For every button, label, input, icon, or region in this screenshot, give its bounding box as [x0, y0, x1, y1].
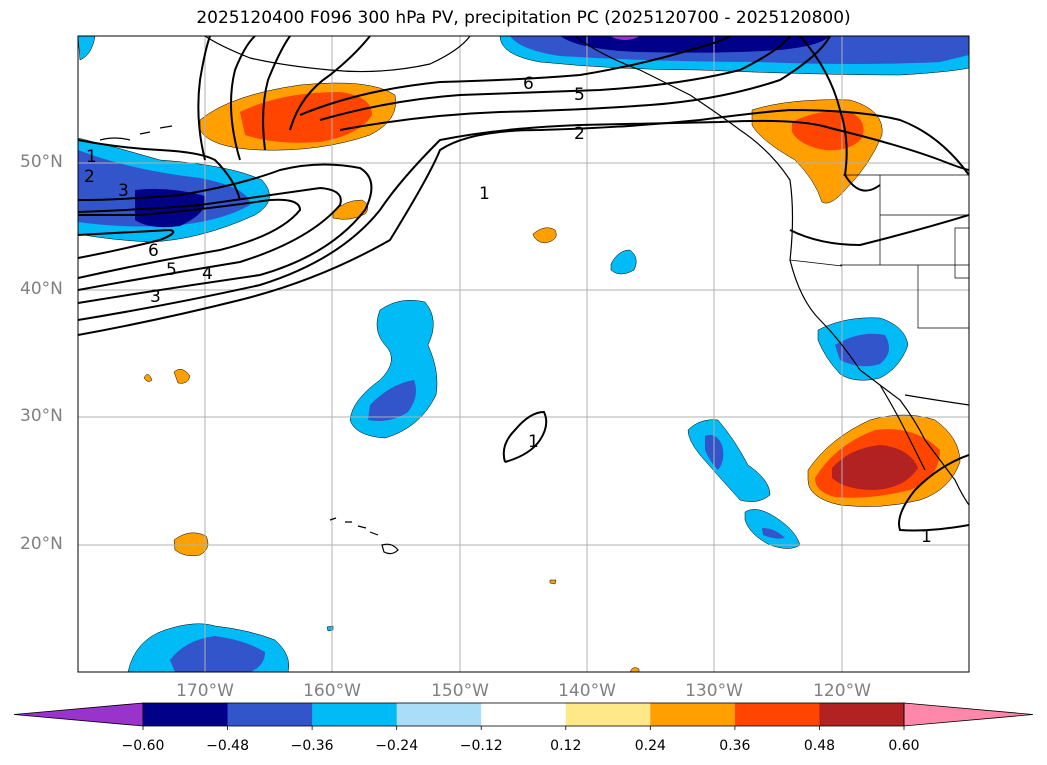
precip-small-orange-7: [629, 667, 640, 672]
colorbar-tick-label: −0.48: [206, 738, 249, 754]
precip-blue-south: [170, 636, 265, 672]
colorbar-tick-label: 0.48: [803, 738, 836, 754]
precip-blue-central: [368, 380, 416, 421]
colorbar-segment: [650, 703, 736, 726]
colorbar-segment: [312, 703, 398, 726]
figure-title: 2025120400 F096 300 hPa PV, precipitatio…: [196, 8, 851, 28]
lon-label: 170°W: [176, 681, 234, 701]
precip-fill-layer: [78, 36, 969, 672]
pv-contour-2-north: [339, 36, 831, 131]
pv-contour-1-west: [78, 139, 241, 201]
lon-label: 120°W: [813, 681, 871, 701]
colorbar-segment: [481, 703, 567, 726]
precip-blue-subtropic-2: [762, 528, 785, 539]
precip-small-orange-2: [532, 227, 557, 244]
precip-blue-socal: [835, 333, 889, 367]
pv-contour-6-west: [78, 228, 175, 259]
contour-label: 6: [523, 74, 534, 94]
pv-contour-upper-2: [230, 36, 256, 161]
colorbar-tick-label: 0.36: [719, 738, 751, 754]
aleutian-coast: [99, 125, 173, 141]
colorbar-segment: [227, 703, 313, 726]
precip-small-orange-1: [332, 199, 369, 220]
pv-contour-5: [78, 198, 302, 279]
gulf-coast: [904, 394, 969, 406]
colorbar-segment: [819, 703, 905, 726]
pv-contour-2: [78, 119, 969, 321]
pv-contour-1-east: [789, 214, 969, 247]
precip-small-orange-6: [549, 579, 557, 585]
baja-peninsula: [879, 384, 926, 471]
alaska-coast: [204, 36, 471, 73]
colorbar-tick-label: −0.36: [290, 738, 334, 754]
lat-label: 30°N: [20, 406, 63, 426]
pv-contour-upper-3: [262, 36, 291, 151]
lat-label: 20°N: [20, 534, 63, 554]
contour-label: 5: [166, 260, 177, 280]
pv-contour-1-subtropic: [502, 410, 548, 463]
graticule: [78, 36, 969, 672]
hawaii-islands: [329, 517, 399, 555]
pv-contours: [78, 36, 969, 532]
pv-contour-1-baja: [898, 454, 969, 532]
coastlines: [99, 36, 969, 555]
precip-redorange-north-pacific: [240, 92, 372, 143]
north-america-coast: [574, 36, 969, 506]
contour-label: 2: [84, 167, 95, 187]
contour-label: 3: [118, 181, 129, 201]
contour-label: 1: [921, 527, 932, 547]
pv-contour-1-main: [78, 108, 969, 336]
precip-small-orange-3: [143, 374, 153, 382]
pv-contour-6-north: [299, 36, 731, 116]
colorbar-tick-label: 0.12: [550, 738, 582, 754]
pv-contour-upper-1: [197, 36, 211, 161]
colorbar-frame: [142, 702, 905, 727]
lon-label: 130°W: [685, 681, 743, 701]
precip-purple-north: [610, 36, 640, 40]
pv-contour-4: [78, 186, 342, 291]
lon-label: 160°W: [303, 681, 361, 701]
contour-label-group: 1 2 3 6 5 4 3 1 6 5 2 1 1: [84, 74, 932, 547]
lon-label: 150°W: [431, 681, 489, 701]
political-borders: [789, 174, 969, 329]
colorbar-tick-label: −0.60: [121, 738, 165, 754]
lat-label: 50°N: [20, 152, 63, 172]
colorbar-tick-label: 0.24: [634, 738, 666, 754]
precip-navy-north: [560, 36, 830, 53]
colorbar-segment: [396, 703, 482, 726]
pv-contour-5-north: [319, 36, 791, 121]
contour-label: 3: [150, 287, 161, 307]
map-frame: [77, 35, 970, 673]
colorbar-segment: [565, 703, 651, 726]
colorbar: [13, 702, 1034, 730]
contour-label: 2: [574, 124, 585, 144]
colorbar-segment: [143, 703, 229, 726]
precip-small-orange-4: [173, 369, 191, 384]
colorbar-tick-label: −0.24: [375, 738, 419, 754]
contour-label: 1: [528, 432, 539, 452]
pv-contour-3: [78, 163, 373, 304]
precip-darkred-baja: [832, 445, 918, 490]
pv-contour-east-loop: [799, 36, 881, 192]
colorbar-tick-label: 0.60: [888, 738, 920, 754]
contour-label: 4: [202, 264, 213, 284]
colorbar-segment: [734, 703, 820, 726]
contour-label: 5: [574, 85, 585, 105]
contour-label: 1: [479, 184, 490, 204]
contour-label: 1: [86, 147, 97, 167]
colorbar-tick-label: −0.12: [459, 738, 503, 754]
precip-small-cyan-1: [610, 249, 637, 275]
pv-contour-upper-4: [289, 36, 371, 131]
lon-label: 140°W: [558, 681, 616, 701]
colorbar-extension-max: [903, 702, 1034, 727]
contour-label: 6: [148, 241, 159, 261]
lat-label: 40°N: [20, 279, 63, 299]
precip-small-orange-5: [173, 532, 209, 557]
colorbar-extension-min: [13, 702, 144, 727]
